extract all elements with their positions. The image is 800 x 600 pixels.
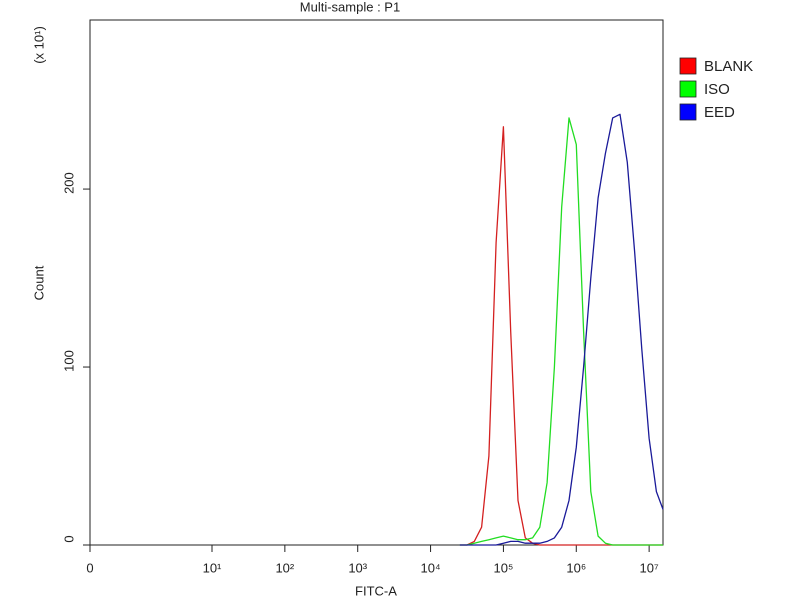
plot-frame bbox=[89, 19, 664, 546]
chart-title: Multi-sample : P1 bbox=[300, 0, 400, 14]
y-tick-label: 200 bbox=[61, 172, 76, 194]
y-tick-label: 0 bbox=[61, 535, 76, 542]
legend-swatch bbox=[679, 80, 697, 98]
y-axis-label: Count bbox=[31, 265, 46, 300]
histogram-line bbox=[459, 126, 663, 546]
x-tick-label: 10⁵ bbox=[493, 560, 513, 575]
x-tick-label: 10² bbox=[275, 560, 294, 575]
legend-swatch bbox=[679, 57, 697, 75]
x-tick-label: 10³ bbox=[348, 560, 367, 575]
y-multiplier: (x 10¹) bbox=[31, 26, 46, 64]
x-tick-label: 10⁷ bbox=[640, 560, 659, 575]
histogram-line bbox=[459, 113, 664, 546]
x-tick-label: 10⁴ bbox=[421, 560, 441, 575]
x-tick-label: 10⁶ bbox=[566, 560, 586, 575]
legend-label: EED bbox=[704, 104, 735, 121]
legend-swatch bbox=[679, 103, 697, 121]
histogram-line bbox=[459, 117, 663, 546]
legend-label: BLANK bbox=[704, 58, 753, 75]
legend-label: ISO bbox=[704, 81, 730, 98]
x-axis-label: FITC-A bbox=[355, 583, 397, 598]
x-tick-label: 10¹ bbox=[203, 560, 222, 575]
x-tick-label: 0 bbox=[86, 560, 93, 575]
y-tick-label: 100 bbox=[61, 350, 76, 372]
